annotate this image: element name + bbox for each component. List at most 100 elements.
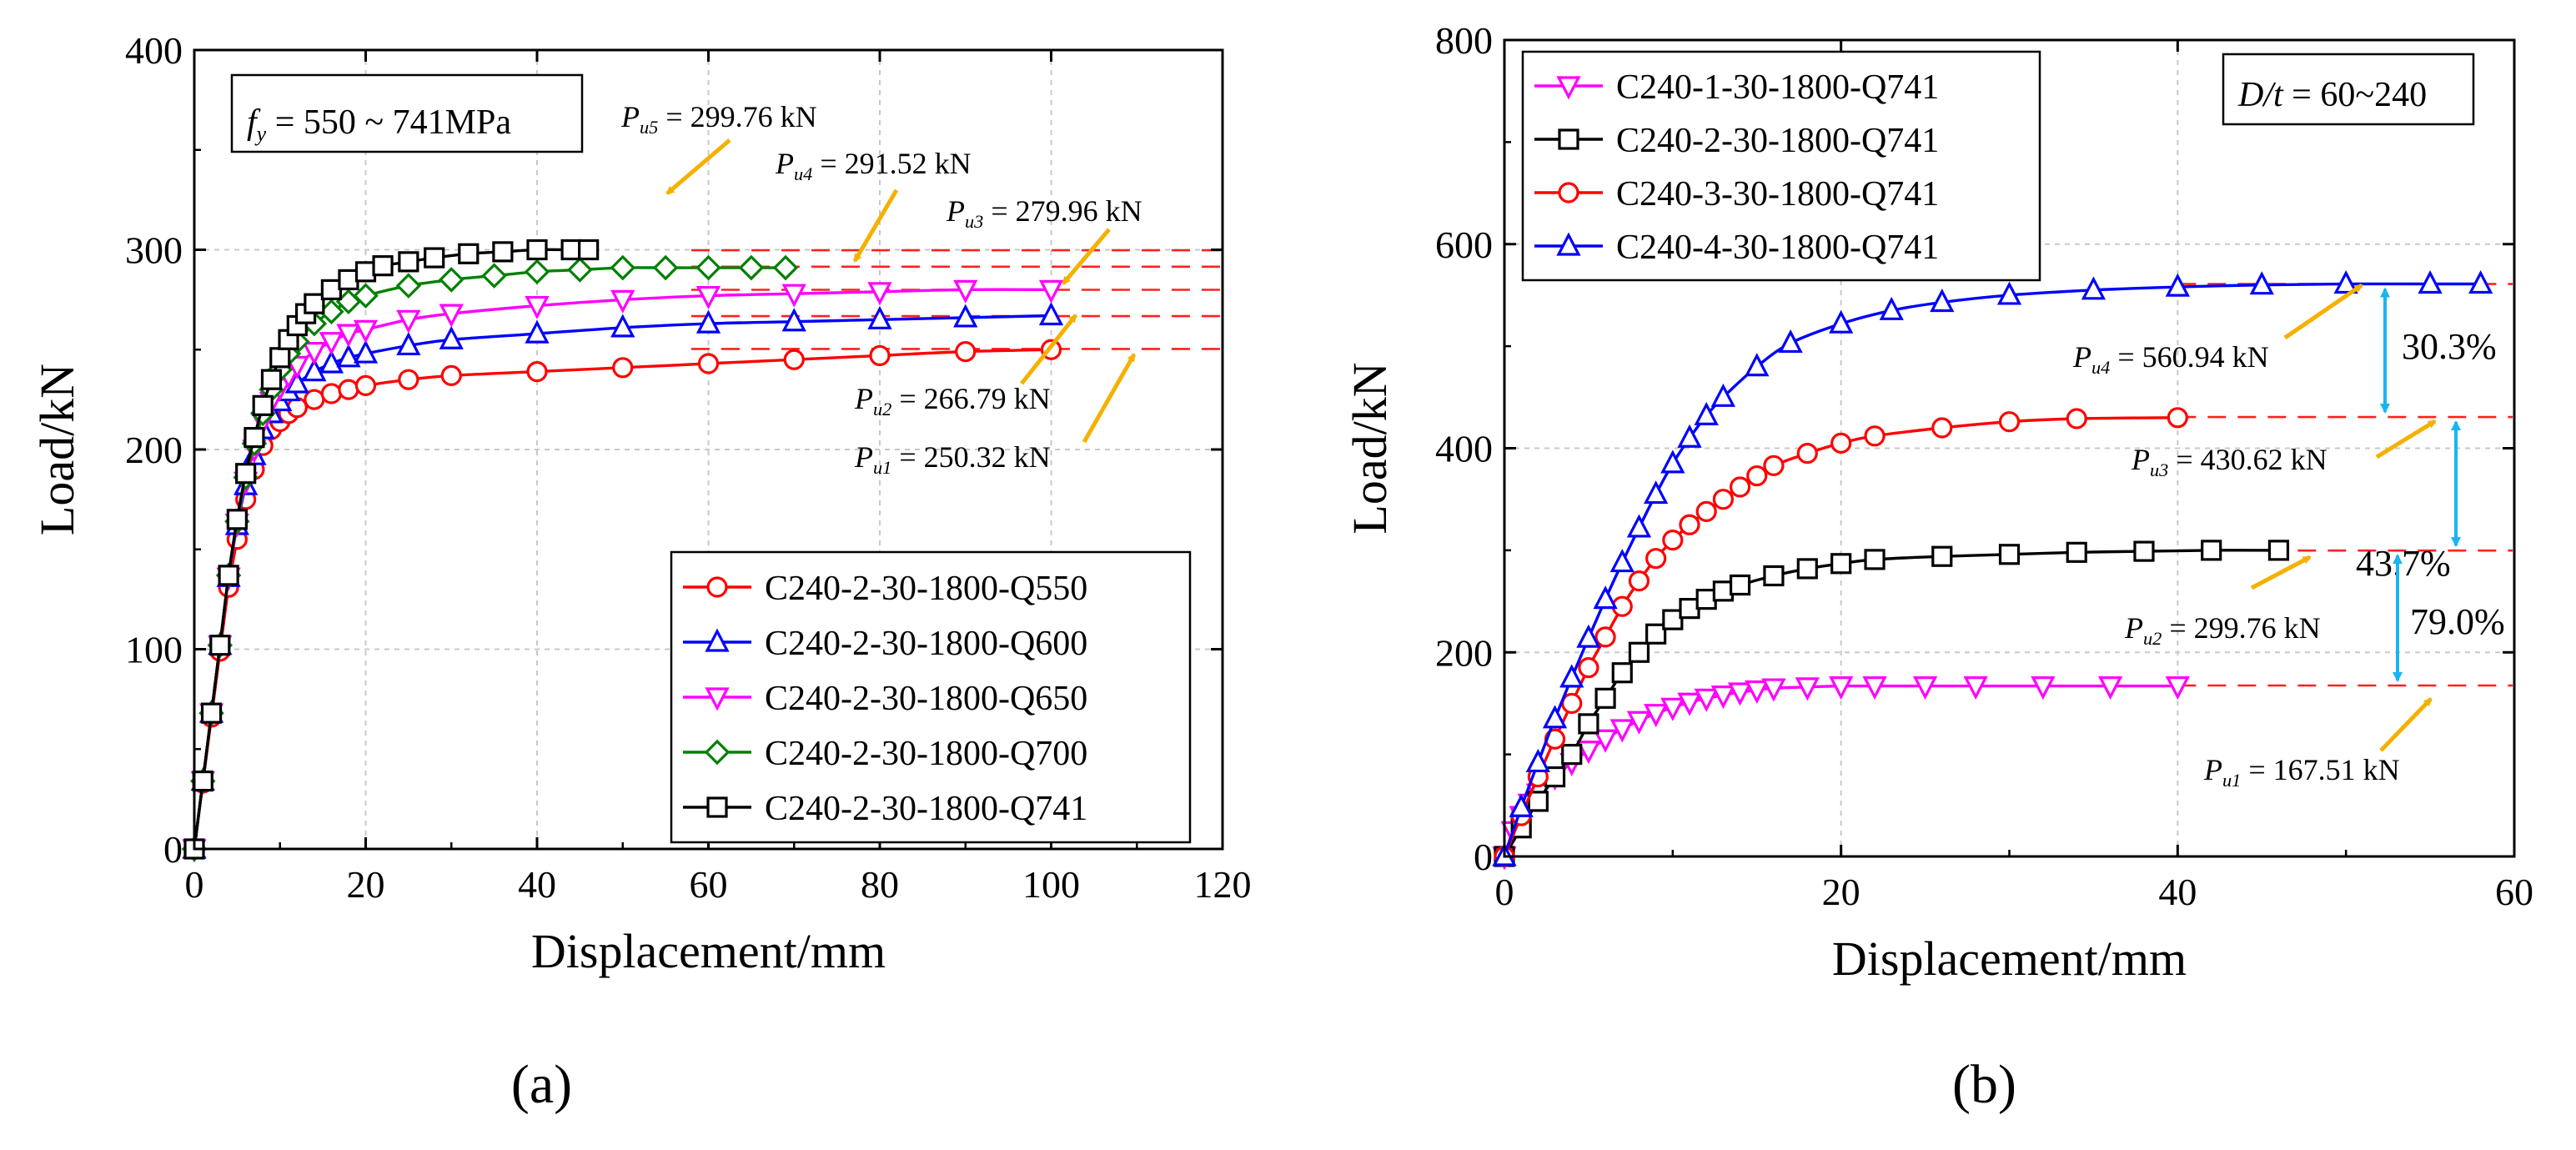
data-point: [1862, 676, 1887, 701]
data-point: [1677, 424, 1702, 448]
data-point: [1576, 741, 1601, 765]
data-point: [1660, 697, 1685, 721]
data-point: [200, 702, 223, 724]
data-point: [302, 358, 327, 382]
data-point: [1912, 676, 1938, 701]
legend-frame: [1521, 50, 2041, 282]
data-point: [1795, 677, 1820, 701]
legend-marker: [706, 576, 728, 598]
note-text: D/t = 60~240: [2237, 76, 2427, 114]
data-point: [1745, 680, 1770, 704]
data-point: [338, 269, 359, 291]
data-point: [867, 305, 892, 329]
annotation-arrow: [852, 188, 899, 263]
data-point: [2167, 407, 2188, 429]
data-point: [526, 360, 548, 383]
data-point: [772, 254, 799, 281]
data-point: [1578, 657, 1599, 679]
x-tick-label: 20: [1822, 871, 1860, 913]
data-point: [1626, 711, 1652, 735]
data-point: [1611, 662, 1633, 684]
legend-item: C240-2-30-1800-Q650: [683, 680, 1087, 718]
data-point: [1763, 565, 1785, 587]
annotation-label: Pu4 = 560.94 kN: [2072, 340, 2269, 378]
data-point: [1931, 417, 1953, 439]
data-point: [1593, 729, 1618, 753]
data-point: [2267, 540, 2290, 561]
data-point: [1660, 449, 1685, 474]
series-line: [1503, 282, 2481, 857]
x-tick-label: 80: [861, 863, 899, 906]
data-point: [955, 341, 977, 363]
data-point: [1662, 530, 1684, 551]
legend-label: C240-2-30-1800-Q700: [765, 735, 1087, 773]
annotation-arrow: [2379, 697, 2433, 752]
data-point: [192, 770, 213, 792]
x-tick-label: 120: [1194, 863, 1252, 906]
data-point: [396, 309, 421, 334]
data-point: [2418, 270, 2443, 294]
data-point: [353, 319, 379, 344]
series-C240-3-30-1800-Q741: [1494, 407, 2188, 867]
annotation-arrow: [1062, 228, 1111, 285]
data-point: [1830, 432, 1852, 454]
panel-caption: (b): [1952, 1054, 2016, 1115]
note-box: fy = 550 ~ 741MPa: [230, 73, 584, 153]
annotation-u2: Pu2 = 266.79 kN: [854, 314, 1077, 419]
data-point: [781, 308, 806, 332]
annotation-u3: Pu3 = 279.96 kN: [946, 194, 1142, 285]
legend-label: C240-2-30-1800-Q741: [765, 790, 1087, 828]
panel-b: 0 20 40 600200400600800Displacement/mmLoad/…: [1343, 19, 2533, 1115]
data-point: [1963, 676, 1988, 701]
data-point: [2066, 408, 2087, 429]
legend-frame: [670, 550, 1192, 844]
legend-item: C240-3-30-1800-Q741: [1534, 175, 1939, 213]
data-point: [372, 255, 394, 277]
data-point: [1830, 553, 1852, 575]
note-frame: [2222, 53, 2475, 126]
annotation-label: Pu1 = 167.51 kN: [2203, 753, 2400, 791]
data-point: [1593, 585, 1618, 610]
data-point: [1561, 744, 1583, 766]
y-tick-label: 400: [125, 29, 183, 72]
data-point: [1864, 425, 1886, 447]
note-frame: [230, 73, 584, 153]
data-point: [1727, 682, 1753, 706]
data-point: [610, 289, 635, 314]
data-point: [695, 254, 721, 281]
data-point: [1930, 289, 1955, 313]
annotation-arrow: [1020, 314, 1077, 385]
data-point: [1931, 545, 1953, 567]
data-point: [244, 427, 265, 449]
data-point: [1645, 623, 1667, 645]
x-tick-label: 40: [2158, 871, 2197, 913]
annotations: Pu4 = 560.94 kN Pu3 = 430.62 kN Pu2 = 299.…: [2072, 283, 2437, 791]
legend-item: C240-1-30-1800-Q741: [1534, 68, 1939, 107]
data-point: [953, 279, 978, 304]
annotation-u1: Pu1 = 250.32 kN: [854, 353, 1137, 478]
data-point: [481, 263, 507, 289]
data-point: [1509, 793, 1534, 817]
data-point: [1609, 549, 1634, 573]
data-point: [738, 254, 765, 281]
data-point: [320, 383, 342, 404]
legend-marker: [1558, 128, 1579, 150]
data-point: [781, 284, 806, 308]
data-point: [1712, 489, 1734, 510]
legend-label: C240-3-30-1800-Q741: [1616, 175, 1939, 213]
data-point: [2468, 270, 2493, 294]
y-axis-title: Load/kN: [1343, 362, 1397, 534]
data-point: [2333, 270, 2358, 294]
increase-3: 79.0%: [2393, 554, 2505, 683]
series-C240-2-30-1800-Q741: [183, 239, 600, 860]
data-point: [1594, 626, 1616, 648]
y-tick-label: 600: [1435, 223, 1493, 266]
data-point: [2201, 540, 2222, 561]
data-point: [1628, 641, 1650, 663]
note-text: fy = 550 ~ 741MPa: [247, 103, 511, 146]
annotations: Pu5 = 299.76 kN Pu4 = 291.52 kN Pu3 = 279.…: [620, 100, 1142, 478]
data-point: [1729, 476, 1751, 498]
data-point: [1677, 692, 1702, 716]
annotation-arrow: [1082, 353, 1137, 444]
